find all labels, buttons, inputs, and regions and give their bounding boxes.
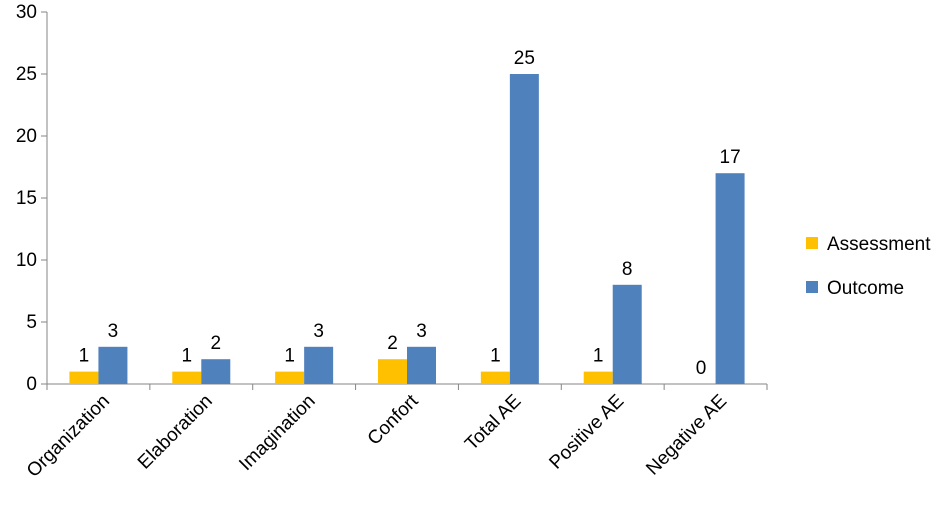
data-label-outcome: 3 xyxy=(416,321,427,342)
bar-outcome xyxy=(407,346,436,384)
legend: Assessment Outcome xyxy=(806,234,931,299)
x-category-label: Negative AE xyxy=(642,391,731,480)
data-label-outcome: 25 xyxy=(514,48,535,69)
bar-outcome xyxy=(98,346,128,384)
data-label-outcome: 8 xyxy=(622,259,633,280)
bar-outcome xyxy=(509,74,539,384)
data-label-outcome: 17 xyxy=(720,147,741,168)
data-label-assessment: 2 xyxy=(387,333,398,354)
legend-swatch-outcome xyxy=(806,281,818,293)
legend-label-assessment: Assessment xyxy=(827,234,931,255)
bar-outcome xyxy=(612,284,642,384)
data-label-outcome: 2 xyxy=(210,333,221,354)
y-tick-label: 30 xyxy=(16,2,37,23)
y-tick-label: 20 xyxy=(16,126,37,147)
x-category-label: Elaboration xyxy=(134,391,217,474)
bar-outcome xyxy=(715,173,745,384)
bar-assessment xyxy=(69,371,99,384)
bar-assessment xyxy=(275,371,305,384)
y-tick-label: 25 xyxy=(16,64,37,85)
y-tick-label: 0 xyxy=(26,374,37,395)
legend-label-outcome: Outcome xyxy=(827,278,904,299)
bar-assessment xyxy=(172,371,202,384)
x-category-label: Organization xyxy=(23,391,114,482)
x-axis: Organization Elaboration Imagination Confor… xyxy=(23,383,768,482)
bar-assessment xyxy=(480,371,510,384)
data-label-assessment: 1 xyxy=(490,346,501,367)
data-label-assessment: 1 xyxy=(79,346,90,367)
data-label-assessment: 1 xyxy=(593,346,604,367)
data-label-assessment: 1 xyxy=(284,346,295,367)
y-tick-label: 5 xyxy=(26,312,37,333)
x-category-label: Total AE xyxy=(461,391,525,455)
bar-assessment xyxy=(583,371,613,384)
bar-outcome xyxy=(304,346,334,384)
data-label-outcome: 3 xyxy=(313,321,324,342)
x-category-label: Imagination xyxy=(235,391,319,475)
x-category-label: Confort xyxy=(364,390,423,449)
bar-assessment xyxy=(378,359,407,384)
data-label-assessment: 1 xyxy=(181,346,192,367)
bars xyxy=(69,74,745,384)
data-label-assessment: 0 xyxy=(696,358,707,379)
y-tick-label: 10 xyxy=(16,250,37,271)
data-label-outcome: 3 xyxy=(108,321,119,342)
x-category-label: Positive AE xyxy=(545,391,628,474)
y-tick-label: 15 xyxy=(16,188,37,209)
legend-swatch-assessment xyxy=(806,237,818,249)
y-axis: 0 5 10 15 20 25 30 xyxy=(16,2,48,395)
bar-outcome xyxy=(201,359,231,384)
